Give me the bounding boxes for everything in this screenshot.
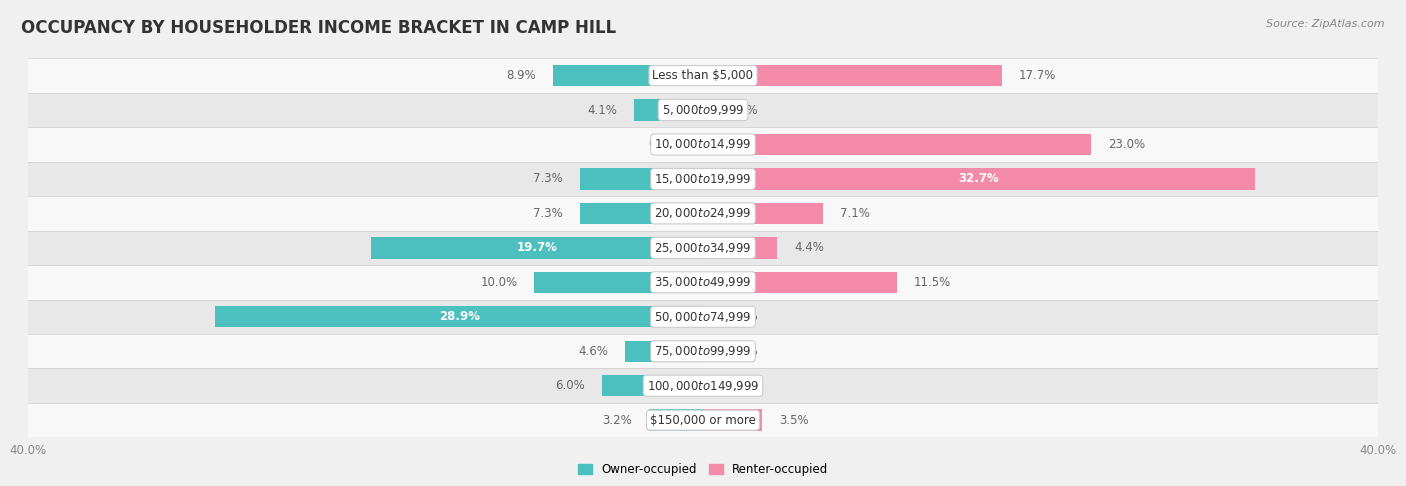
Text: 23.0%: 23.0% bbox=[1108, 138, 1144, 151]
Text: Source: ZipAtlas.com: Source: ZipAtlas.com bbox=[1267, 19, 1385, 30]
Text: 3.2%: 3.2% bbox=[602, 414, 633, 427]
Bar bbox=[634, 99, 703, 121]
Text: 8.9%: 8.9% bbox=[506, 69, 536, 82]
Text: $100,000 to $149,999: $100,000 to $149,999 bbox=[647, 379, 759, 393]
Text: Less than $5,000: Less than $5,000 bbox=[652, 69, 754, 82]
Bar bbox=[553, 65, 703, 86]
Text: 6.0%: 6.0% bbox=[555, 379, 585, 392]
FancyBboxPatch shape bbox=[28, 58, 1378, 93]
Text: 17.7%: 17.7% bbox=[1018, 69, 1056, 82]
Bar bbox=[579, 168, 703, 190]
Bar bbox=[371, 237, 703, 259]
FancyBboxPatch shape bbox=[28, 368, 1378, 403]
Bar bbox=[703, 65, 1001, 86]
Text: 0.0%: 0.0% bbox=[728, 104, 758, 117]
Text: $10,000 to $14,999: $10,000 to $14,999 bbox=[654, 138, 752, 152]
Text: 32.7%: 32.7% bbox=[959, 173, 1000, 186]
Text: 3.5%: 3.5% bbox=[779, 414, 808, 427]
Text: $5,000 to $9,999: $5,000 to $9,999 bbox=[662, 103, 744, 117]
FancyBboxPatch shape bbox=[28, 231, 1378, 265]
Bar bbox=[703, 134, 1091, 155]
Legend: Owner-occupied, Renter-occupied: Owner-occupied, Renter-occupied bbox=[572, 458, 834, 481]
Bar bbox=[602, 375, 703, 397]
Text: 4.6%: 4.6% bbox=[579, 345, 609, 358]
Bar bbox=[703, 168, 1254, 190]
Text: $150,000 or more: $150,000 or more bbox=[650, 414, 756, 427]
Text: 0.0%: 0.0% bbox=[728, 310, 758, 323]
FancyBboxPatch shape bbox=[28, 265, 1378, 299]
Bar bbox=[703, 410, 762, 431]
Text: 4.4%: 4.4% bbox=[794, 242, 824, 254]
Bar bbox=[579, 203, 703, 224]
FancyBboxPatch shape bbox=[28, 162, 1378, 196]
Text: 10.0%: 10.0% bbox=[481, 276, 517, 289]
Text: 7.3%: 7.3% bbox=[533, 207, 562, 220]
FancyBboxPatch shape bbox=[28, 127, 1378, 162]
FancyBboxPatch shape bbox=[28, 299, 1378, 334]
Text: 11.5%: 11.5% bbox=[914, 276, 950, 289]
Text: $50,000 to $74,999: $50,000 to $74,999 bbox=[654, 310, 752, 324]
FancyBboxPatch shape bbox=[28, 334, 1378, 368]
Text: 7.3%: 7.3% bbox=[533, 173, 562, 186]
Text: $25,000 to $34,999: $25,000 to $34,999 bbox=[654, 241, 752, 255]
Text: 0.0%: 0.0% bbox=[728, 379, 758, 392]
FancyBboxPatch shape bbox=[28, 93, 1378, 127]
Bar bbox=[650, 410, 703, 431]
Text: $20,000 to $24,999: $20,000 to $24,999 bbox=[654, 207, 752, 220]
Text: OCCUPANCY BY HOUSEHOLDER INCOME BRACKET IN CAMP HILL: OCCUPANCY BY HOUSEHOLDER INCOME BRACKET … bbox=[21, 19, 616, 37]
FancyBboxPatch shape bbox=[28, 196, 1378, 231]
Text: 19.7%: 19.7% bbox=[516, 242, 557, 254]
Text: 0.0%: 0.0% bbox=[728, 345, 758, 358]
Bar bbox=[703, 272, 897, 293]
Bar bbox=[703, 203, 823, 224]
FancyBboxPatch shape bbox=[28, 403, 1378, 437]
Bar bbox=[215, 306, 703, 328]
Text: $75,000 to $99,999: $75,000 to $99,999 bbox=[654, 344, 752, 358]
Bar bbox=[703, 237, 778, 259]
Text: 4.1%: 4.1% bbox=[588, 104, 617, 117]
Text: 7.1%: 7.1% bbox=[839, 207, 869, 220]
Text: $15,000 to $19,999: $15,000 to $19,999 bbox=[654, 172, 752, 186]
Bar bbox=[534, 272, 703, 293]
Bar bbox=[626, 341, 703, 362]
Text: 28.9%: 28.9% bbox=[439, 310, 479, 323]
Text: 0.0%: 0.0% bbox=[648, 138, 678, 151]
Text: $35,000 to $49,999: $35,000 to $49,999 bbox=[654, 276, 752, 289]
